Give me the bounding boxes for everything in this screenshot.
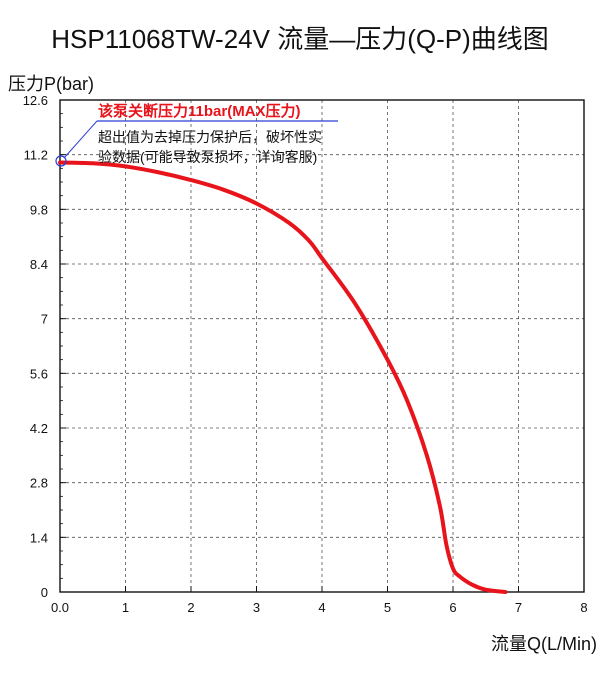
x-tick-label: 8 [580, 600, 587, 615]
plot-frame [59, 99, 585, 593]
y-tick-label: 8.4 [30, 257, 48, 272]
x-tick-label: 2 [187, 600, 194, 615]
grid [60, 100, 584, 592]
y-tick-label: 11.2 [24, 148, 48, 163]
y-tick-labels: 0 1.4 2.8 4.2 5.6 7 8.4 9.8 11.2 12.6 [23, 93, 48, 600]
y-tick-label: 1.4 [30, 530, 48, 545]
annotation-headline: 该泵关断压力11bar(MAX压力) [98, 102, 301, 120]
x-tick-label: 5 [384, 600, 391, 615]
series-line-pressure [58, 160, 508, 594]
y-tick-label: 2.8 [30, 476, 48, 491]
x-tick-label: 1 [122, 600, 129, 615]
annotation-leader [63, 120, 98, 159]
annotation-note-line-2: 验数据(可能导致泵损坏，详询客服) [98, 149, 317, 165]
chart-title: HSP11068TW-24V 流量—压力(Q-P)曲线图 [51, 24, 548, 54]
y-axis-label: 压力P(bar) [8, 74, 94, 94]
x-tick-label: 4 [318, 600, 325, 615]
x-tick-label: 7 [515, 600, 522, 615]
y-tick-label: 9.8 [30, 202, 48, 217]
x-tick-label: 0.0 [51, 600, 69, 615]
y-tick-label: 7 [41, 312, 48, 327]
x-axis-label: 流量Q(L/Min) [491, 634, 597, 654]
annotation-note-line-1: 超出值为去掉压力保护后，破坏性实 [98, 129, 322, 145]
y-tick-label: 12.6 [23, 93, 48, 108]
y-tick-label: 4.2 [30, 421, 48, 436]
y-tick-label: 5.6 [30, 366, 48, 381]
x-tick-label: 6 [449, 600, 456, 615]
annotation-marker [55, 155, 67, 167]
x-tick-label: 3 [253, 600, 260, 615]
x-tick-labels: 0.0 1 2 3 4 5 6 7 8 [51, 600, 588, 615]
y-tick-label: 0 [41, 585, 48, 600]
